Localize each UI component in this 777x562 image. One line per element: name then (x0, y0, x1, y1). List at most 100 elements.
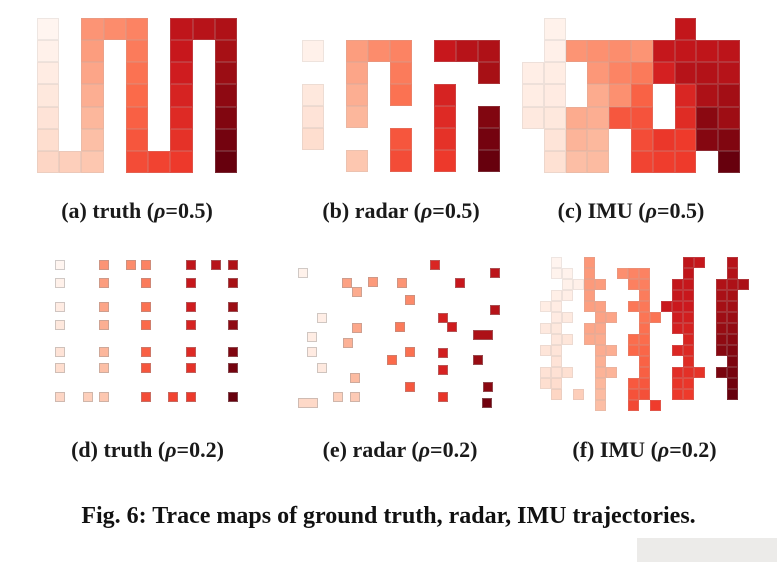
rho-symbol: ρ (154, 198, 166, 223)
trace-cell (727, 301, 738, 312)
trace-cell (650, 312, 661, 323)
trace-cell (674, 84, 697, 107)
trace-cell (551, 334, 562, 345)
trace-cell (584, 279, 595, 290)
trace-cell (551, 290, 562, 301)
trace-cell (565, 106, 588, 129)
trace-cell (390, 40, 412, 62)
trace-cell (672, 312, 683, 323)
trace-cell (674, 106, 697, 129)
trace-cell (551, 389, 562, 400)
trace-cell (683, 301, 694, 312)
trace-cell (727, 389, 738, 400)
trace-cell (628, 279, 639, 290)
trace-cell (540, 345, 551, 356)
subcaption-b-text: (b) radar ( (322, 198, 421, 223)
trace-dot (298, 398, 318, 408)
trace-dot (343, 338, 353, 348)
trace-cell (606, 345, 617, 356)
trace-dot (333, 392, 343, 402)
trace-cell (125, 128, 149, 151)
trace-cell (81, 62, 104, 85)
trace-cell (302, 128, 324, 150)
trace-dot (55, 278, 65, 288)
trace-cell (170, 128, 193, 151)
trace-cell (718, 84, 740, 107)
trace-dot (228, 392, 238, 402)
trace-cell (683, 389, 694, 400)
trace-cell (639, 389, 650, 400)
trace-cell (522, 84, 544, 107)
trace-cell (214, 106, 237, 129)
trace-cell (628, 334, 639, 345)
trace-cell (716, 312, 727, 323)
trace-cell (562, 312, 573, 323)
trace-cell (716, 301, 727, 312)
subcaption-e: (e) radar (ρ=0.2) (270, 437, 530, 463)
trace-dot (350, 392, 360, 402)
trace-cell (584, 301, 595, 312)
trace-cell (696, 128, 719, 151)
trace-cell (696, 40, 719, 63)
trace-cell (674, 150, 697, 173)
subcaption-a-text: (a) truth ( (61, 198, 155, 223)
trace-dot (228, 320, 238, 330)
trace-cell (718, 40, 740, 63)
trace-cell (727, 345, 738, 356)
trace-dot (387, 355, 397, 365)
trace-cell (81, 128, 104, 151)
trace-cell (543, 62, 566, 85)
trace-cell (609, 84, 631, 107)
trace-cell (683, 312, 694, 323)
trace-dot (307, 332, 317, 342)
trace-dot (99, 260, 109, 270)
rho-symbol: ρ (645, 198, 657, 223)
trace-cell (595, 378, 606, 389)
trace-cell (148, 150, 171, 173)
figure-caption: Fig. 6: Trace maps of ground truth, rada… (81, 503, 696, 529)
subcaption-d-text: (d) truth ( (71, 437, 166, 462)
trace-cell (639, 312, 650, 323)
subcaption-f-value: =0.2) (669, 437, 717, 462)
trace-dot (55, 320, 65, 330)
heatmap-imu-rho02 (540, 257, 749, 411)
trace-cell (302, 40, 324, 62)
trace-cell (683, 367, 694, 378)
trace-cell (573, 279, 584, 290)
trace-dot (483, 382, 493, 392)
trace-cell (434, 150, 456, 172)
trace-cell (478, 150, 500, 172)
trace-cell (631, 62, 653, 85)
trace-cell (652, 128, 675, 151)
subcaption-c: (c) IMU (ρ=0.5) (501, 198, 761, 224)
trace-cell (696, 84, 719, 107)
trace-cell (683, 345, 694, 356)
trace-cell (551, 301, 562, 312)
heatmap-radar-rho02 (295, 256, 505, 410)
trace-dot (141, 260, 151, 270)
trace-cell (214, 62, 237, 85)
subcaption-b-value: =0.5) (432, 198, 480, 223)
trace-dot (438, 348, 448, 358)
trace-cell (214, 18, 237, 41)
trace-cell (434, 106, 456, 128)
trace-cell (606, 312, 617, 323)
trace-cell (639, 378, 650, 389)
trace-cell (639, 301, 650, 312)
trace-dot (395, 322, 405, 332)
trace-dot (307, 347, 317, 357)
trace-cell (683, 378, 694, 389)
trace-cell (628, 301, 639, 312)
trace-cell (672, 290, 683, 301)
trace-cell (346, 84, 368, 106)
trace-dot (186, 363, 196, 373)
trace-cell (565, 150, 588, 173)
trace-cell (584, 323, 595, 334)
trace-cell (683, 279, 694, 290)
trace-cell (302, 106, 324, 128)
trace-dot (186, 392, 196, 402)
trace-cell (672, 367, 683, 378)
trace-cell (543, 18, 566, 41)
trace-cell (170, 150, 193, 173)
subcaption-a-value: =0.5) (165, 198, 213, 223)
